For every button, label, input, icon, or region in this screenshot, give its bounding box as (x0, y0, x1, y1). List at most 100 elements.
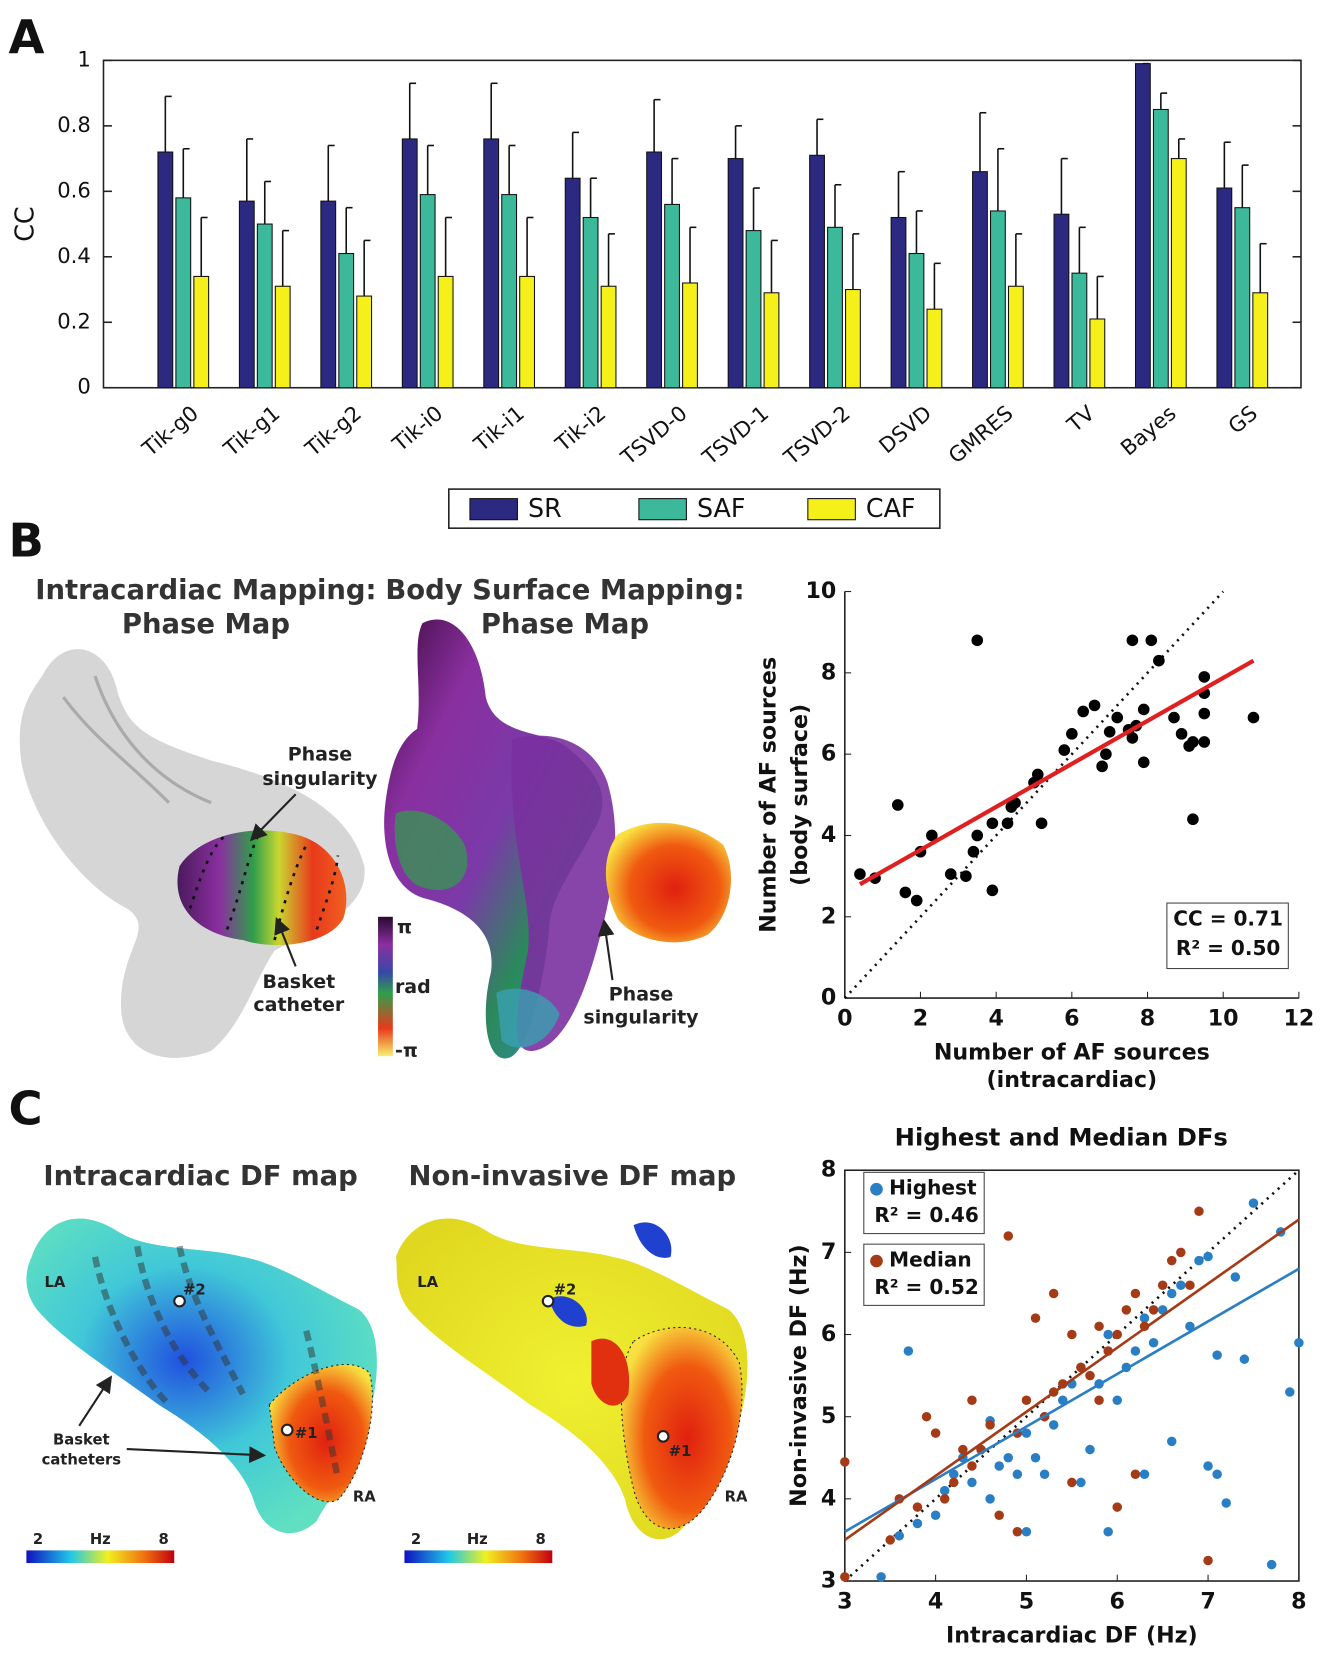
data-point (900, 887, 912, 899)
bar (239, 201, 254, 388)
bar (746, 231, 761, 388)
x-tick-label: GMRES (943, 400, 1017, 468)
data-point (967, 1461, 977, 1471)
bar (1072, 273, 1087, 388)
data-point (904, 1346, 914, 1356)
data-point (1249, 1198, 1259, 1208)
colorbar-label: 2 (411, 1531, 421, 1548)
data-point (1167, 1437, 1177, 1447)
y-axis-label: CC (9, 206, 39, 241)
y-tick-label: 0.4 (57, 243, 91, 268)
data-point (1194, 1256, 1204, 1266)
data-point (1149, 1305, 1159, 1315)
y-tick-label: 8 (821, 1157, 836, 1183)
bar (810, 155, 825, 387)
map-title: Non-invasive DF map (409, 1161, 737, 1192)
bar (321, 201, 336, 388)
bar (194, 276, 209, 387)
data-point (1131, 1346, 1141, 1356)
data-point (1285, 1387, 1295, 1397)
annotation: catheter (253, 994, 345, 1016)
data-point (1153, 655, 1165, 667)
colorbar-label: Hz (467, 1531, 488, 1548)
bar (991, 211, 1006, 388)
y-tick-label: 5 (821, 1403, 836, 1429)
bar (357, 296, 372, 388)
data-point (840, 1572, 850, 1582)
data-point (922, 1412, 932, 1422)
bar (484, 139, 499, 388)
data-point (1140, 1313, 1150, 1323)
data-point (1112, 1502, 1122, 1512)
site-marker (658, 1431, 669, 1442)
legend-label: SAF (697, 493, 745, 523)
data-point (1066, 728, 1078, 740)
bar (176, 198, 191, 388)
x-tick-label: Tik-i1 (468, 400, 529, 457)
data-point (1122, 1305, 1132, 1315)
x-axis-label: Intracardiac DF (Hz) (946, 1622, 1198, 1648)
data-point (1203, 1556, 1213, 1566)
y-tick-label: 3 (821, 1568, 836, 1594)
y-tick-label: 0 (77, 374, 90, 399)
map-title: Phase Map (122, 609, 290, 640)
colorbar-label: 2 (33, 1531, 43, 1548)
data-point (1085, 1445, 1095, 1455)
annotation: #2 (183, 1282, 206, 1299)
data-point (931, 1428, 941, 1438)
bar (927, 309, 942, 388)
data-point (892, 799, 904, 811)
data-point (1198, 708, 1210, 720)
colorbar-label: 8 (536, 1531, 546, 1548)
annotation: RA (725, 1489, 748, 1506)
x-tick-label: Tik-i0 (387, 400, 448, 457)
y-tick-label: 7 (821, 1239, 836, 1265)
colorbar (26, 1550, 174, 1563)
data-point (1112, 1330, 1122, 1340)
data-point (1149, 1338, 1159, 1348)
data-point (1002, 817, 1014, 829)
data-point (911, 895, 923, 907)
data-point (971, 635, 983, 647)
y-axis-label: Non-invasive DF (Hz) (786, 1244, 812, 1506)
surface-phase-map (384, 620, 731, 1059)
x-tick-label: 5 (1019, 1589, 1034, 1615)
data-point (1138, 756, 1150, 768)
x-tick-label: Tik-g0 (137, 400, 203, 461)
annotation: catheters (42, 1452, 122, 1469)
data-point (1077, 706, 1089, 718)
legend-marker (870, 1255, 883, 1268)
data-point (940, 1486, 950, 1496)
annotation: #1 (295, 1425, 318, 1442)
y-tick-label: 10 (806, 578, 837, 604)
annotation: Basket (262, 971, 335, 993)
data-point (1198, 736, 1210, 748)
bar (1235, 208, 1250, 388)
map-title: Body Surface Mapping: (385, 575, 744, 606)
y-axis-label: Number of AF sources (755, 657, 781, 933)
bar (909, 254, 924, 388)
data-point (985, 1494, 995, 1504)
x-tick-label: 10 (1208, 1006, 1239, 1032)
data-point (1004, 1453, 1014, 1463)
data-point (994, 1511, 1004, 1521)
bar (275, 286, 290, 387)
bar (1054, 214, 1069, 388)
data-point (854, 868, 866, 880)
fit-line (860, 661, 1254, 885)
colorbar-label: rad (395, 976, 431, 998)
data-point (987, 817, 999, 829)
data-point (1036, 817, 1048, 829)
data-point (1031, 1453, 1041, 1463)
x-tick-label: 8 (1140, 1006, 1155, 1032)
x-tick-label: DSVD (874, 400, 936, 458)
data-point (1131, 1469, 1141, 1479)
data-point (1176, 1248, 1186, 1258)
data-point (1049, 1289, 1059, 1299)
data-point (1127, 635, 1139, 647)
y-tick-label: 0.8 (57, 112, 91, 137)
y-tick-label: 0.6 (57, 177, 91, 202)
data-point (885, 1535, 895, 1545)
data-point (1185, 1280, 1195, 1290)
data-point (940, 1494, 950, 1504)
